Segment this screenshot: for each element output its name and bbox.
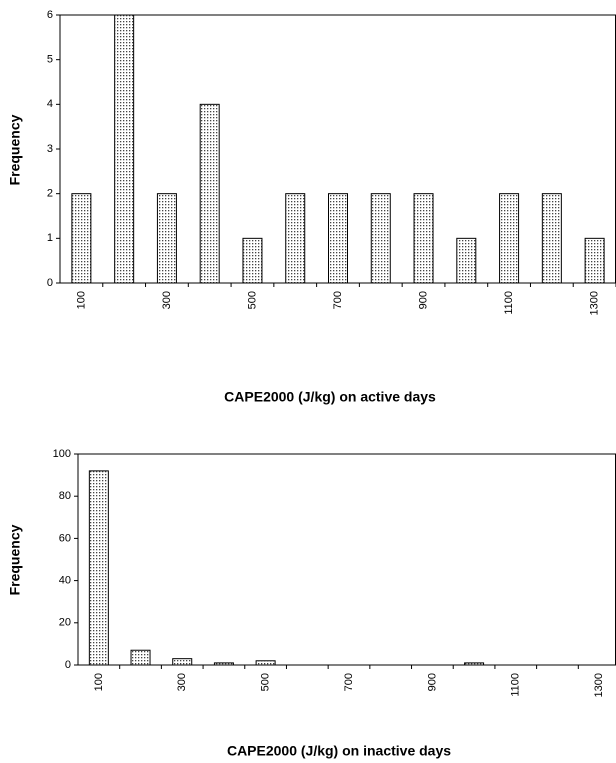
x-tick-label: 1100	[503, 291, 515, 315]
bar	[413, 193, 434, 284]
x-tick-label: 300	[176, 673, 188, 691]
x-tick-label: 500	[246, 291, 258, 309]
y-tick-label: 0	[65, 659, 71, 671]
y-tick-label: 2	[47, 188, 53, 200]
bar	[328, 193, 348, 284]
bar	[71, 193, 92, 284]
x-tick-label: 1300	[593, 673, 605, 697]
bar	[456, 237, 477, 284]
x-axis-title: CAPE2000 (J/kg) on active days	[224, 389, 436, 405]
y-tick-label: 3	[47, 143, 53, 155]
bar	[584, 237, 605, 284]
x-tick-label: 900	[426, 673, 438, 691]
y-tick-label: 20	[59, 617, 71, 629]
y-tick-label: 5	[47, 54, 53, 66]
x-tick-label: 100	[75, 291, 87, 309]
x-tick-label: 700	[332, 291, 344, 309]
bar	[541, 193, 562, 284]
y-tick-label: 80	[59, 490, 71, 502]
y-axis-title: Frequency	[7, 524, 23, 595]
x-tick-label: 500	[260, 673, 272, 691]
x-tick-label: 100	[93, 673, 105, 691]
y-tick-label: 6	[47, 9, 53, 21]
y-axis-title: Frequency	[7, 114, 23, 185]
bar	[464, 662, 485, 666]
y-tick-label: 40	[59, 575, 71, 587]
bar	[172, 658, 193, 666]
y-tick-label: 100	[53, 448, 71, 460]
plot-frame	[77, 453, 616, 666]
y-tick-label: 4	[47, 98, 53, 110]
bar	[88, 470, 109, 666]
x-axis-title: CAPE2000 (J/kg) on inactive days	[227, 743, 451, 759]
y-tick-label: 0	[47, 277, 53, 289]
bar	[213, 662, 234, 666]
x-tick-label: 700	[343, 673, 355, 691]
bar	[242, 237, 263, 284]
bar	[499, 193, 520, 284]
bar	[130, 649, 151, 666]
bar	[199, 103, 220, 284]
y-tick-label: 1	[47, 232, 53, 244]
bar	[255, 660, 276, 666]
bar	[285, 193, 306, 284]
x-tick-label: 900	[417, 291, 429, 309]
x-tick-label: 1300	[589, 291, 601, 315]
x-tick-label: 300	[161, 291, 173, 309]
bar	[370, 193, 391, 284]
x-tick-label: 1100	[510, 673, 522, 697]
bar	[114, 14, 135, 284]
y-tick-label: 60	[59, 532, 71, 544]
bar	[156, 193, 177, 284]
